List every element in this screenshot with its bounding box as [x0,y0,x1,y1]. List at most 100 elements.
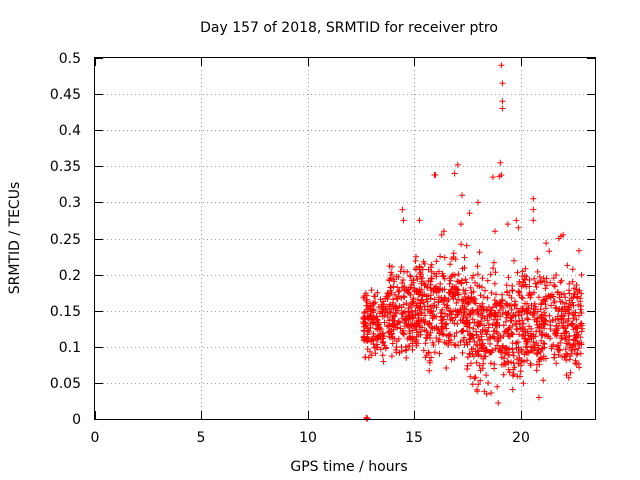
data-point [524,357,531,364]
y-tick-label: 0.05 [50,376,81,392]
data-point [530,206,537,213]
data-point [370,320,377,327]
data-point [439,306,446,313]
data-point [391,278,398,285]
data-point [528,291,535,298]
data-point [438,317,444,324]
data-point [436,336,443,343]
data-point [414,302,420,309]
data-point [458,241,465,248]
data-point [406,343,413,349]
data-point [499,343,506,350]
data-point [408,281,415,288]
data-point [502,300,509,307]
data-point [509,322,516,329]
data-point [368,287,375,294]
data-point [467,299,473,306]
data-point [521,326,528,333]
data-point [534,350,541,357]
data-point [499,98,506,105]
data-point [441,254,448,261]
data-point [540,275,547,282]
data-point [400,277,407,283]
data-point [494,316,501,323]
data-point [496,173,503,180]
data-point [516,308,523,315]
data-point [422,334,429,341]
data-point [367,312,374,319]
data-point [578,310,585,316]
data-point [461,264,468,271]
data-point [408,308,415,315]
data-point [477,292,484,299]
data-point [476,283,483,290]
data-point [570,302,577,309]
data-point [505,274,512,281]
data-point [563,372,570,378]
data-point [578,339,585,346]
data-point [407,291,414,298]
data-point [561,303,568,310]
data-point [448,273,455,280]
data-point [370,330,377,337]
data-point [451,333,458,340]
data-point [566,336,572,343]
data-point [504,358,511,365]
data-point [577,350,584,357]
data-point [418,297,425,304]
data-point [414,329,421,336]
data-point [401,287,408,293]
data-point [504,328,511,334]
data-point [418,286,425,293]
data-point [379,352,386,359]
data-point [399,329,406,336]
data-point [471,338,478,345]
data-point [551,283,558,290]
data-point [504,221,511,228]
data-point [556,320,562,327]
data-point [470,309,477,316]
data-point [461,290,468,297]
data-point [406,328,413,335]
data-point [398,304,405,311]
data-point [569,320,576,327]
data-point [473,328,480,335]
data-point [367,324,374,331]
data-point [560,231,567,238]
data-point [469,316,476,323]
data-point [483,372,490,379]
data-point [571,336,578,343]
data-point [530,306,537,313]
data-point [516,281,522,287]
data-point [389,271,395,278]
data-point [423,296,430,303]
data-point [428,287,435,294]
data-point [550,341,557,348]
data-point [479,340,486,347]
data-point [572,325,579,332]
data-point [551,354,558,361]
data-point [531,275,538,282]
data-point [538,315,545,322]
y-tick-label: 0.15 [50,304,81,320]
y-axis-title: SRMTID / TECUs [7,182,23,295]
data-point [558,332,565,339]
data-point [487,271,494,278]
data-point [362,290,369,297]
data-point [518,294,525,301]
data-point [540,353,547,360]
data-point [527,362,534,369]
data-point [560,313,567,319]
data-point [448,337,454,344]
data-point [421,260,428,267]
data-point [442,295,449,302]
data-point [393,338,400,345]
data-point [489,174,496,181]
data-point [451,341,458,348]
data-point [541,321,548,328]
data-point [498,62,505,69]
data-point [468,360,474,367]
data-point [495,400,502,406]
data-point [405,312,412,319]
data-point [415,312,422,319]
